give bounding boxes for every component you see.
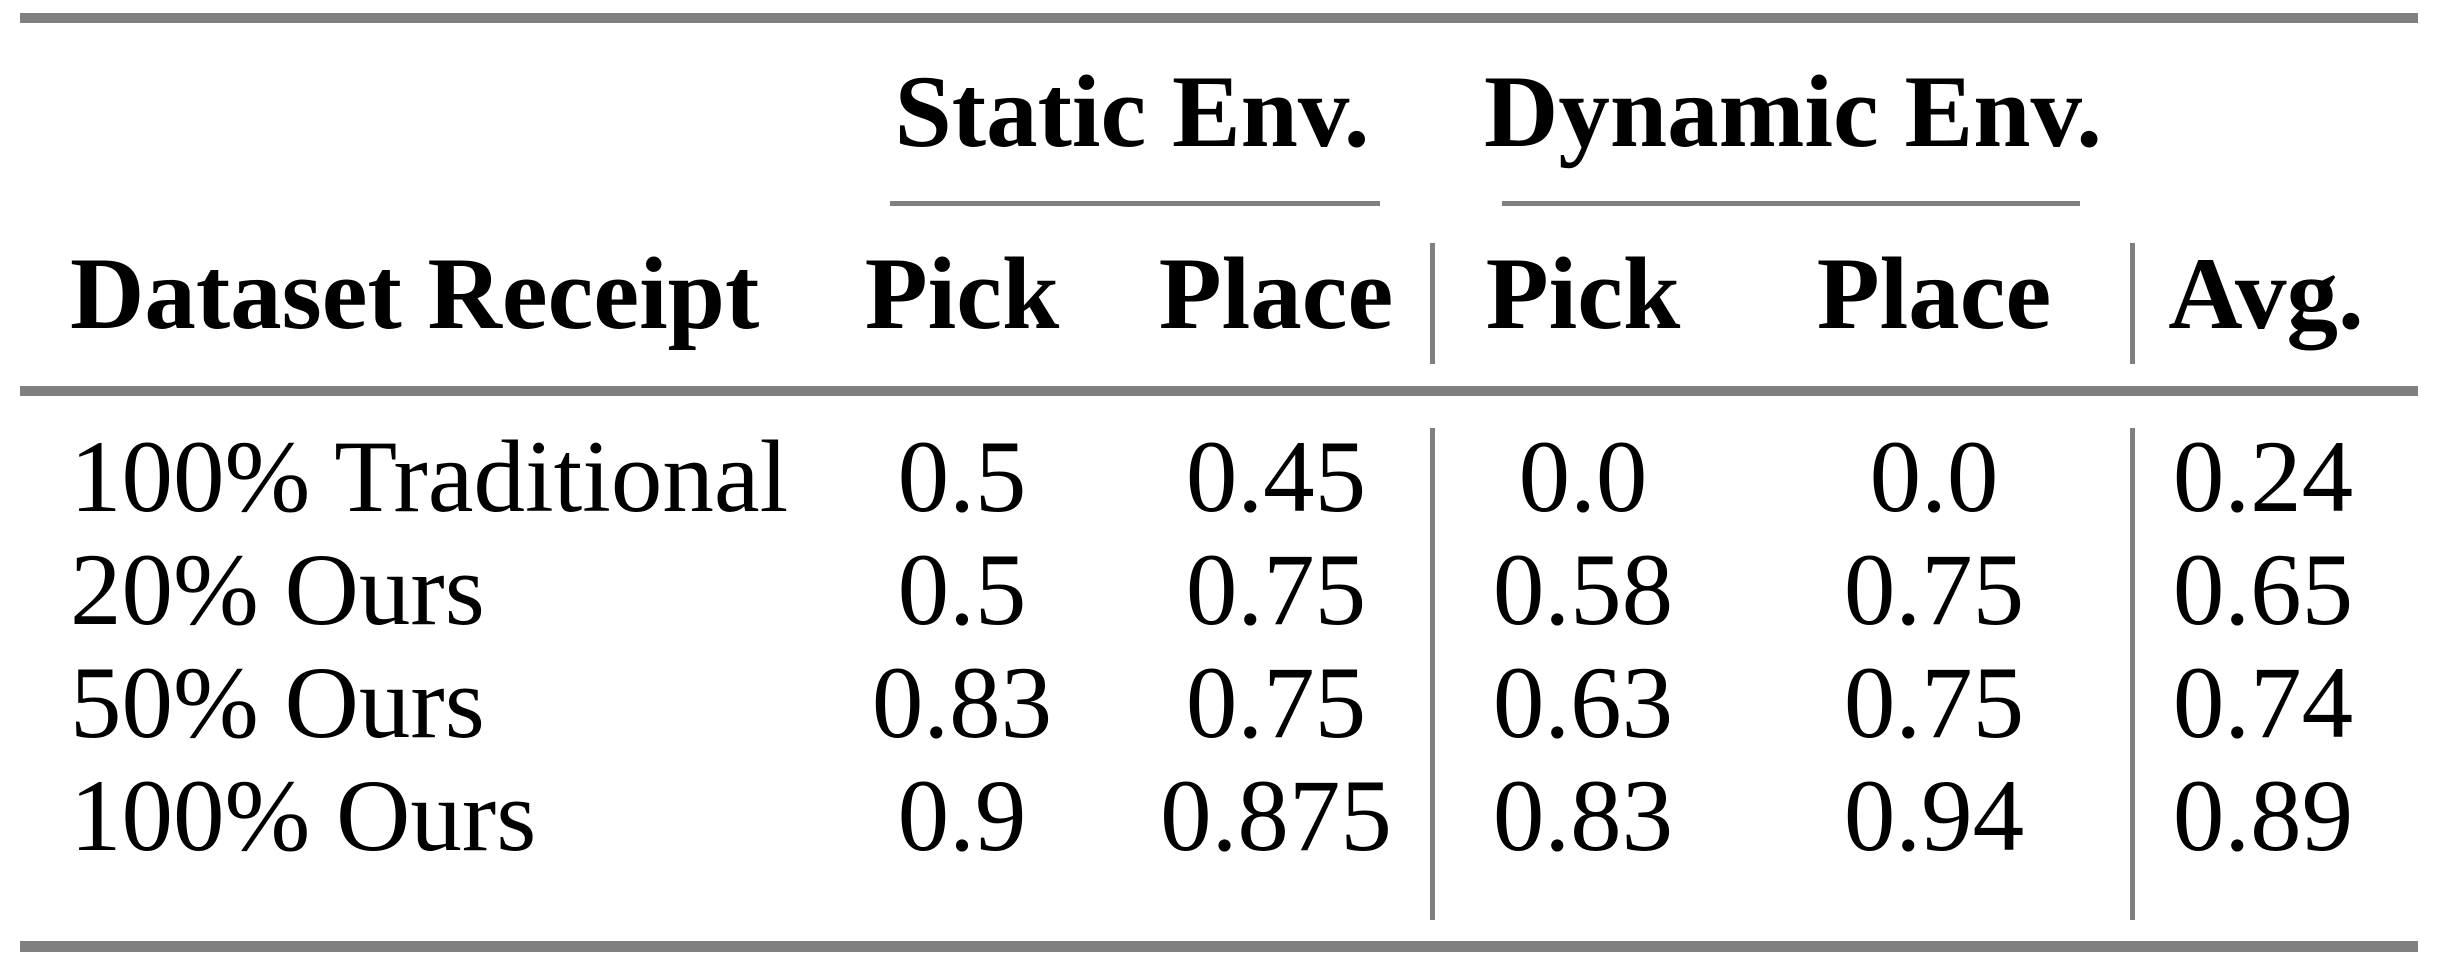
column-divider-2-body — [2130, 428, 2135, 920]
dynamic-env-cmidrule — [1502, 201, 2080, 206]
cell-dynamic-pick: 0.83 — [1492, 759, 1674, 873]
static-env-cmidrule — [890, 201, 1380, 206]
column-header-static-place: Place — [1158, 237, 1394, 351]
cell-static-place: 0.45 — [1185, 420, 1367, 534]
cell-avg: 0.24 — [2172, 420, 2354, 534]
column-header-dynamic-place: Place — [1816, 237, 2052, 351]
cell-dynamic-place: 0.0 — [1869, 420, 1999, 534]
cell-static-place: 0.875 — [1160, 759, 1392, 873]
column-header-avg: Avg. — [2168, 237, 2364, 351]
cell-dynamic-place: 0.94 — [1843, 759, 2025, 873]
column-header-dataset-receipt: Dataset Receipt — [70, 237, 760, 351]
cell-avg: 0.65 — [2172, 533, 2354, 647]
column-divider-2-header — [2130, 243, 2135, 364]
row-label: 50% Ours — [70, 646, 485, 760]
column-divider-1-header — [1430, 243, 1435, 364]
cell-static-pick: 0.83 — [871, 646, 1053, 760]
cell-avg: 0.74 — [2172, 646, 2354, 760]
cell-avg: 0.89 — [2172, 759, 2354, 873]
cell-dynamic-pick: 0.0 — [1518, 420, 1648, 534]
table-top-rule — [20, 13, 2418, 23]
table-mid-rule — [20, 386, 2418, 396]
group-header-static-env: Static Env. — [894, 55, 1370, 169]
row-label: 20% Ours — [70, 533, 485, 647]
cell-dynamic-place: 0.75 — [1843, 533, 2025, 647]
column-divider-1-body — [1430, 428, 1435, 920]
column-header-static-pick: Pick — [864, 237, 1060, 351]
cell-static-pick: 0.9 — [897, 759, 1027, 873]
cell-static-pick: 0.5 — [897, 420, 1027, 534]
cell-dynamic-place: 0.75 — [1843, 646, 2025, 760]
table-bottom-rule — [20, 941, 2418, 952]
cell-static-place: 0.75 — [1185, 646, 1367, 760]
column-header-dynamic-pick: Pick — [1485, 237, 1681, 351]
cell-static-place: 0.75 — [1185, 533, 1367, 647]
row-label: 100% Ours — [70, 759, 537, 873]
cell-dynamic-pick: 0.63 — [1492, 646, 1674, 760]
cell-dynamic-pick: 0.58 — [1492, 533, 1674, 647]
group-header-dynamic-env: Dynamic Env. — [1483, 55, 2103, 169]
cell-static-pick: 0.5 — [897, 533, 1027, 647]
row-label: 100% Traditional — [70, 420, 789, 534]
